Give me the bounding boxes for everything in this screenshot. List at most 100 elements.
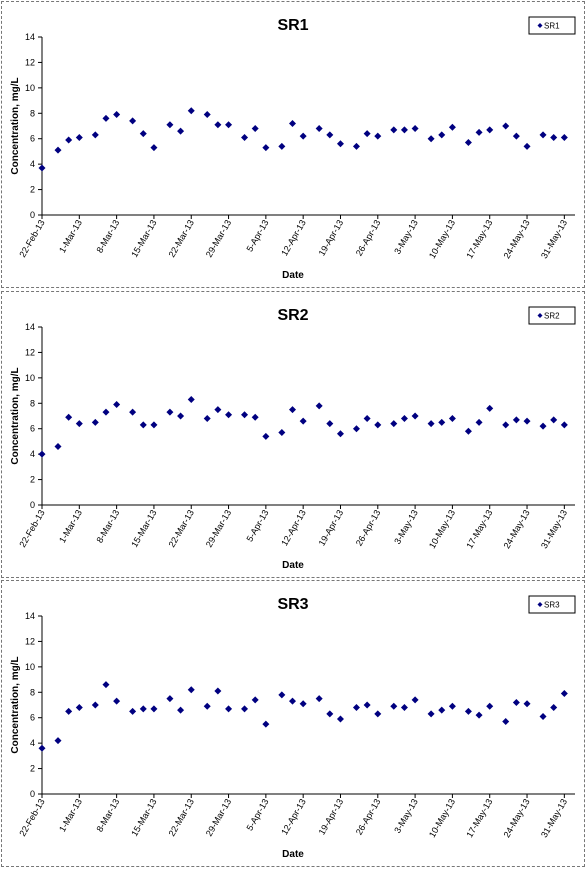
data-point [315, 695, 323, 703]
data-point [464, 139, 472, 147]
data-point [65, 707, 73, 715]
y-tick-label: 10 [25, 373, 35, 383]
legend-label-sr1: SR1 [544, 22, 560, 31]
data-point [113, 401, 121, 409]
legend-marker [537, 23, 543, 28]
x-tick-label: 5-Apr-13 [244, 218, 270, 253]
y-tick-label: 12 [25, 57, 35, 67]
data-point [177, 412, 185, 420]
data-point [502, 421, 510, 429]
legend: SR2 [528, 306, 576, 325]
x-tick-label: 24-May-13 [502, 508, 532, 550]
legend-label-sr2: SR2 [544, 312, 560, 321]
data-point [336, 715, 344, 723]
data-point [150, 705, 158, 713]
y-axis-title: Concentration, mg/L [10, 77, 21, 174]
y-tick-label: 0 [30, 500, 35, 510]
y-tick-label: 4 [30, 449, 35, 459]
y-tick-label: 12 [25, 347, 35, 357]
data-point [512, 132, 520, 140]
x-tick-label: 1-Mar-13 [57, 218, 84, 255]
data-point [550, 416, 558, 424]
y-tick-label: 14 [25, 611, 35, 621]
data-point [352, 425, 360, 433]
data-point [486, 702, 494, 710]
y-tick-label: 14 [25, 32, 35, 42]
data-point [374, 132, 382, 140]
x-tick-label: 17-May-13 [464, 218, 494, 260]
x-tick-label: 3-May-13 [392, 508, 420, 546]
data-point [374, 421, 382, 429]
x-tick-label: 15-Mar-13 [129, 797, 158, 838]
data-point [241, 411, 249, 419]
data-point [363, 415, 371, 423]
x-axis-title: Date [282, 560, 304, 571]
y-axis-title: Concentration, mg/L [10, 367, 21, 464]
data-point [560, 133, 568, 141]
x-tick-label: 26-Apr-13 [354, 797, 383, 837]
y-tick-label: 6 [30, 424, 35, 434]
data-point [225, 411, 233, 419]
data-point [523, 700, 531, 708]
data-point [315, 402, 323, 410]
y-axis-title: Concentration, mg/L [10, 656, 21, 753]
y-tick-label: 8 [30, 398, 35, 408]
data-point [278, 142, 286, 150]
y-tick-label: 6 [30, 713, 35, 723]
data-point [241, 705, 249, 713]
data-point [427, 710, 435, 718]
data-point [374, 710, 382, 718]
data-point [299, 700, 307, 708]
data-point [38, 744, 46, 752]
data-point [502, 718, 510, 726]
data-point [102, 114, 110, 122]
data-point [539, 712, 547, 720]
data-point [352, 142, 360, 150]
data-point [75, 133, 83, 141]
data-point [150, 421, 158, 429]
data-point [129, 707, 137, 715]
data-point [91, 131, 99, 139]
y-tick-label: 10 [25, 83, 35, 93]
data-point [427, 135, 435, 143]
y-tick-label: 8 [30, 108, 35, 118]
data-point [262, 432, 270, 440]
data-point [289, 697, 297, 705]
data-point [214, 121, 222, 129]
x-tick-label: 24-May-13 [502, 797, 532, 839]
y-tick-label: 0 [30, 210, 35, 220]
x-tick-label: 12-Apr-13 [279, 797, 308, 837]
data-point [241, 133, 249, 141]
data-point [299, 417, 307, 425]
data-point [486, 404, 494, 412]
x-tick-label: 19-Apr-13 [317, 218, 346, 258]
data-point [336, 140, 344, 148]
data-point [177, 706, 185, 714]
chart-title: SR3 [277, 596, 308, 613]
x-tick-label: 19-Apr-13 [317, 797, 346, 837]
y-tick-label: 2 [30, 475, 35, 485]
data-point [326, 131, 334, 139]
data-point [390, 420, 398, 428]
x-tick-label: 31-May-13 [539, 797, 569, 839]
data-point [251, 413, 259, 421]
data-point [262, 144, 270, 152]
data-point [203, 415, 211, 423]
x-tick-label: 31-May-13 [539, 218, 569, 260]
data-point [400, 704, 408, 712]
data-point [187, 686, 195, 694]
x-tick-label: 17-May-13 [464, 797, 494, 839]
data-point [203, 111, 211, 119]
data-point [315, 125, 323, 133]
x-tick-label: 22-Feb-13 [17, 797, 46, 838]
x-tick-label: 22-Mar-13 [167, 508, 196, 549]
data-point [448, 415, 456, 423]
legend-box [528, 16, 576, 35]
data-point [400, 126, 408, 134]
data-point [475, 128, 483, 136]
data-point [139, 421, 147, 429]
data-point [177, 127, 185, 135]
data-point [75, 704, 83, 712]
data-point [91, 418, 99, 426]
data-point [326, 710, 334, 718]
